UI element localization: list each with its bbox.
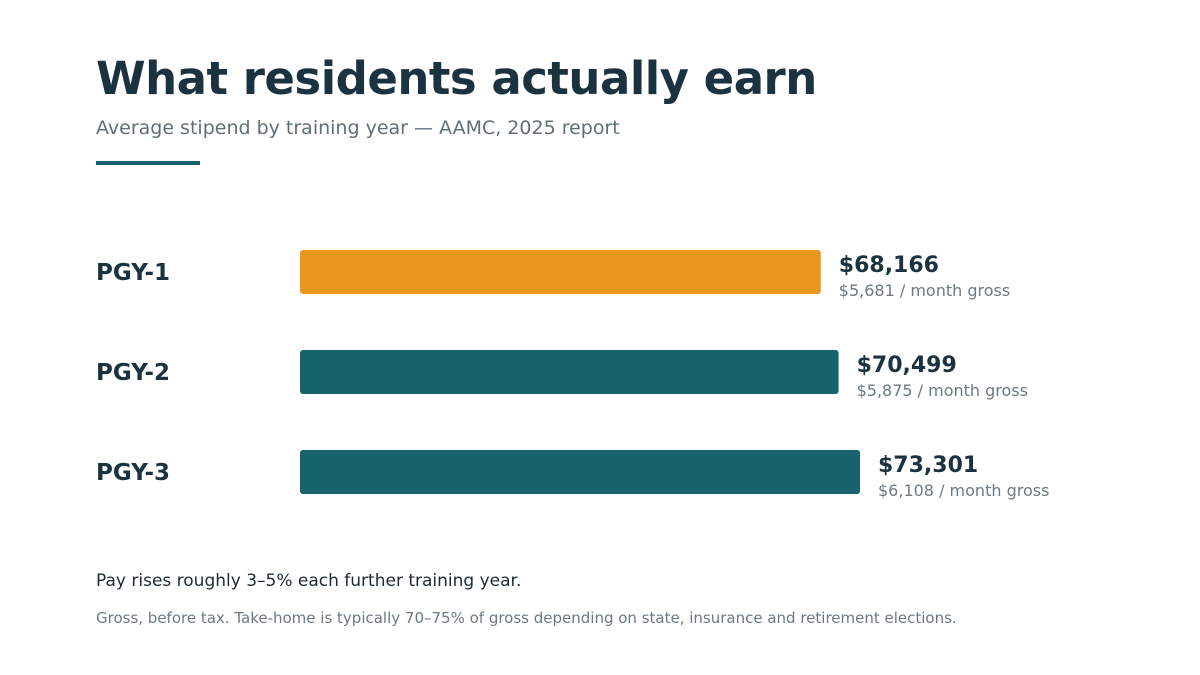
bar-pgy-3 — [300, 450, 860, 494]
monthly-label-pgy-2: $5,875 / month gross — [857, 381, 1028, 400]
disclaimer-note: Gross, before tax. Take-home is typicall… — [96, 609, 957, 627]
title-underline — [96, 161, 200, 165]
category-label-pgy-1: PGY-1 — [96, 260, 170, 286]
monthly-label-pgy-1: $5,681 / month gross — [839, 281, 1010, 300]
page-subtitle: Average stipend by training year — AAMC,… — [96, 117, 620, 139]
bar-pgy-1 — [300, 250, 821, 294]
trend-note: Pay rises roughly 3–5% each further trai… — [96, 571, 522, 591]
value-label-pgy-1: $68,166 — [839, 253, 939, 278]
value-label-pgy-2: $70,499 — [857, 353, 957, 378]
category-label-pgy-3: PGY-3 — [96, 460, 170, 486]
bar-pgy-2 — [300, 350, 839, 394]
monthly-label-pgy-3: $6,108 / month gross — [878, 481, 1049, 500]
page-title: What residents actually earn — [96, 52, 817, 105]
category-label-pgy-2: PGY-2 — [96, 360, 170, 386]
value-label-pgy-3: $73,301 — [878, 453, 978, 478]
